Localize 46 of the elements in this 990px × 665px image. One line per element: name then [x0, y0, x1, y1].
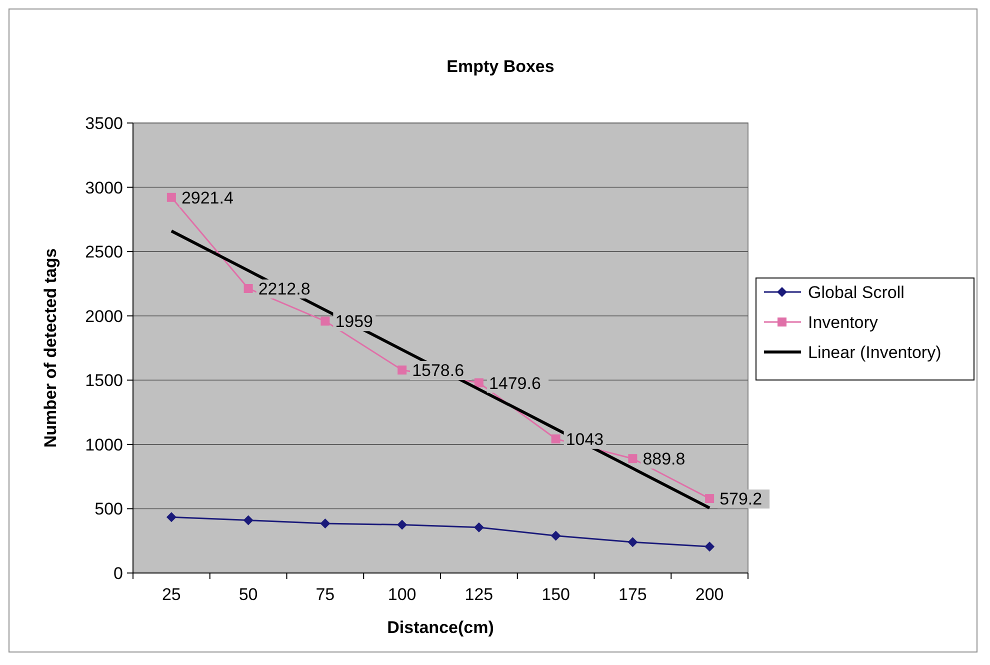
point: [244, 284, 253, 293]
x-tick-label: 100: [388, 585, 416, 604]
y-axis-title: Number of detected tags: [41, 248, 60, 448]
data-label: 1479.6: [488, 374, 541, 393]
point: [320, 518, 330, 528]
point: [474, 522, 484, 532]
x-axis-title: Distance(cm): [387, 618, 494, 637]
legend-label: Linear (Inventory): [808, 343, 942, 362]
point: [398, 366, 407, 375]
data-label: 2921.4: [181, 188, 234, 208]
data-label: 579.2: [720, 490, 762, 509]
data-label: 889.8: [642, 450, 686, 469]
point: [705, 494, 714, 504]
data-label: 1578.6: [412, 361, 464, 380]
data-label: 1043: [566, 430, 604, 449]
data-label: 1959: [335, 312, 374, 332]
y-tick-label: 3500: [85, 114, 123, 133]
y-tick-label: 500: [94, 500, 123, 519]
y-tick-label: 1500: [85, 371, 123, 390]
point: [320, 316, 330, 326]
point: [551, 434, 560, 444]
y-tick-label: 2500: [85, 242, 123, 262]
point: [628, 454, 638, 464]
x-tick-label: 150: [542, 585, 570, 604]
y-tick-label: 0: [114, 564, 123, 583]
point: [704, 542, 715, 552]
x-tick-label: 125: [464, 585, 494, 604]
point: [243, 515, 254, 526]
x-tick-label: 200: [695, 585, 724, 604]
point: [628, 537, 638, 548]
x-tick-label: 25: [162, 585, 181, 604]
legend-label: Global Scroll: [808, 283, 904, 302]
point: [166, 192, 176, 202]
data-label: 2212.8: [258, 279, 310, 298]
chart-title: Empty Boxes: [446, 57, 554, 76]
x-tick-label: 50: [238, 585, 258, 604]
point: [550, 530, 561, 541]
legend-label: Inventory: [808, 313, 878, 332]
point: [474, 378, 484, 388]
x-tick-label: 75: [316, 585, 335, 604]
point: [397, 520, 408, 530]
y-tick-label: 1000: [85, 435, 123, 454]
point: [166, 512, 176, 522]
y-tick-label: 2000: [85, 306, 123, 326]
y-tick-label: 3000: [85, 178, 123, 198]
x-tick-label: 175: [618, 585, 647, 604]
